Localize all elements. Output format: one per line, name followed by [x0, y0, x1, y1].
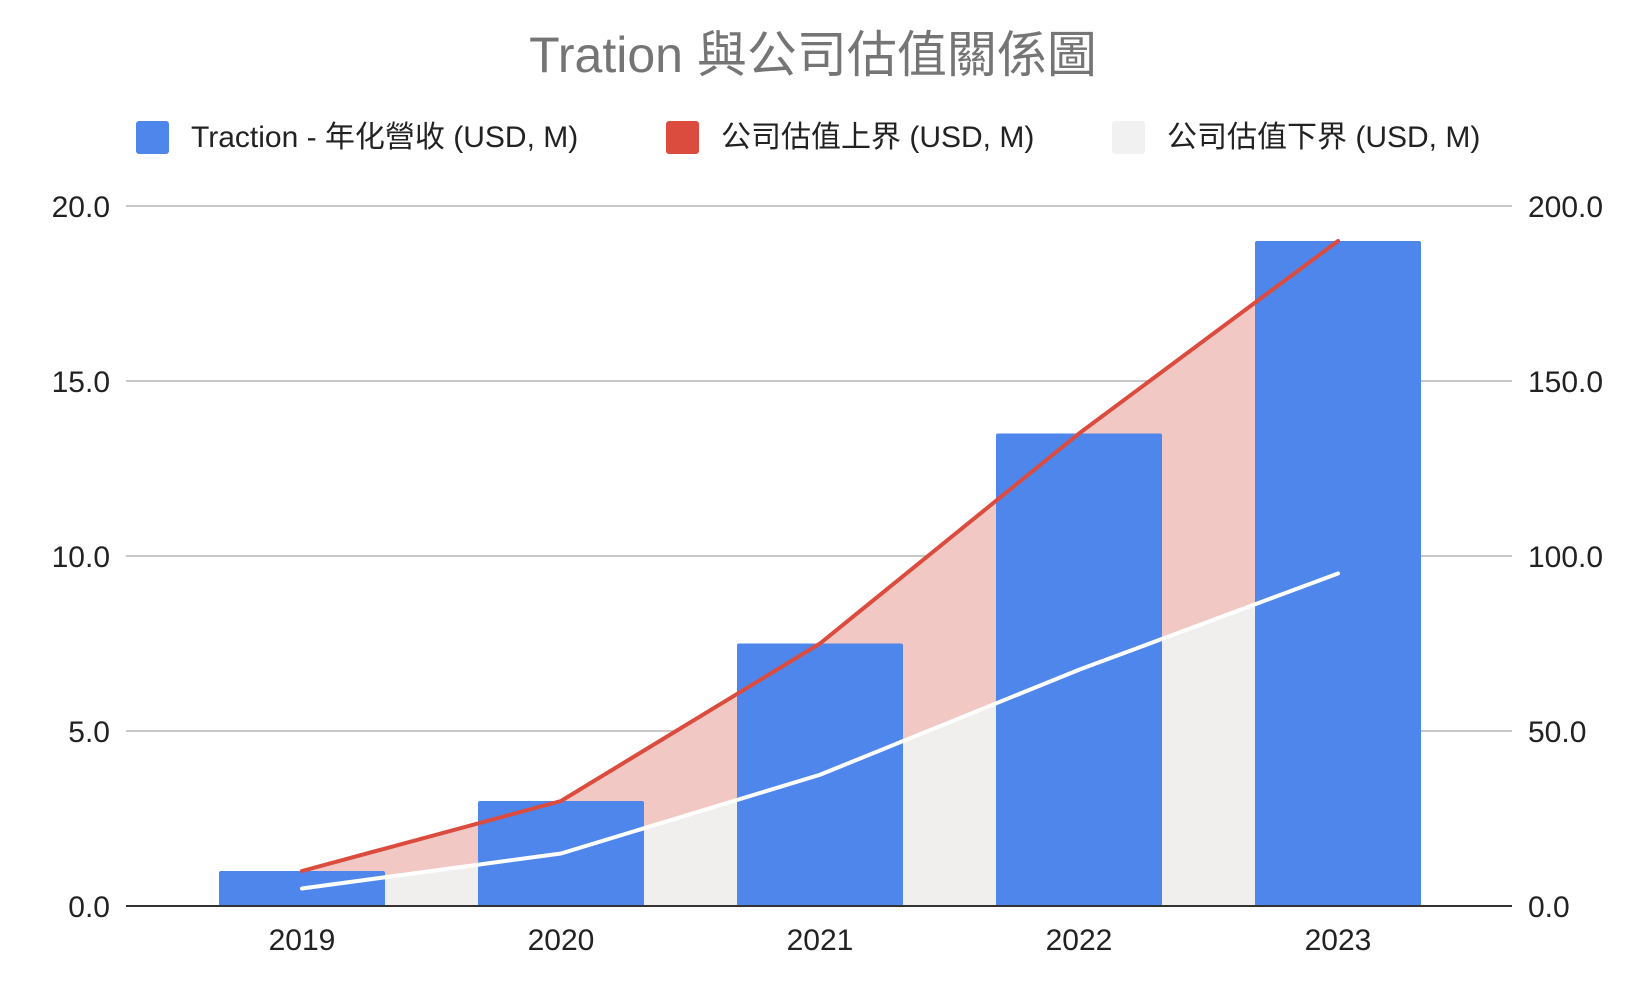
x-tick-label: 2019 [269, 924, 336, 957]
y-left-tick-label: 20.0 [52, 191, 110, 224]
legend-label-upper-valuation: 公司估值上界 (USD, M) [721, 121, 1034, 154]
y-right-tick-label: 200.0 [1528, 191, 1603, 224]
y-right-tick-label: 50.0 [1528, 716, 1586, 749]
lower-valuation-line [300, 571, 1340, 891]
y-left-tick-label: 5.0 [68, 716, 110, 749]
legend-swatch-revenue [136, 121, 169, 154]
legend-swatch-lower-valuation [1112, 121, 1145, 154]
x-tick-label: 2020 [528, 924, 595, 957]
legend-swatch-upper-valuation [666, 121, 699, 154]
legend: Traction - 年化營收 (USD, M) 公司估值上界 (USD, M)… [136, 121, 1480, 154]
x-tick-label: 2023 [1305, 924, 1372, 957]
y-right-tick-label: 0.0 [1528, 891, 1570, 924]
legend-label-revenue: Traction - 年化營收 (USD, M) [191, 121, 578, 154]
y-left-tick-label: 15.0 [52, 366, 110, 399]
valuation-lines [300, 239, 1340, 891]
x-tick-label: 2022 [1046, 924, 1113, 957]
y-right-tick-label: 150.0 [1528, 366, 1603, 399]
y-left-tick-label: 10.0 [52, 541, 110, 574]
y-right-tick-label: 100.0 [1528, 541, 1603, 574]
chart-title: Tration 與公司估值關係圖 [529, 27, 1097, 83]
axes: 0.0 5.0 10.0 15.0 20.0 0.0 50.0 100.0 150.0 200.0… [52, 191, 1603, 957]
x-tick-label: 2021 [787, 924, 854, 957]
legend-label-lower-valuation: 公司估值下界 (USD, M) [1167, 121, 1480, 154]
upper-valuation-line [300, 239, 1340, 873]
y-left-tick-label: 0.0 [68, 891, 110, 924]
